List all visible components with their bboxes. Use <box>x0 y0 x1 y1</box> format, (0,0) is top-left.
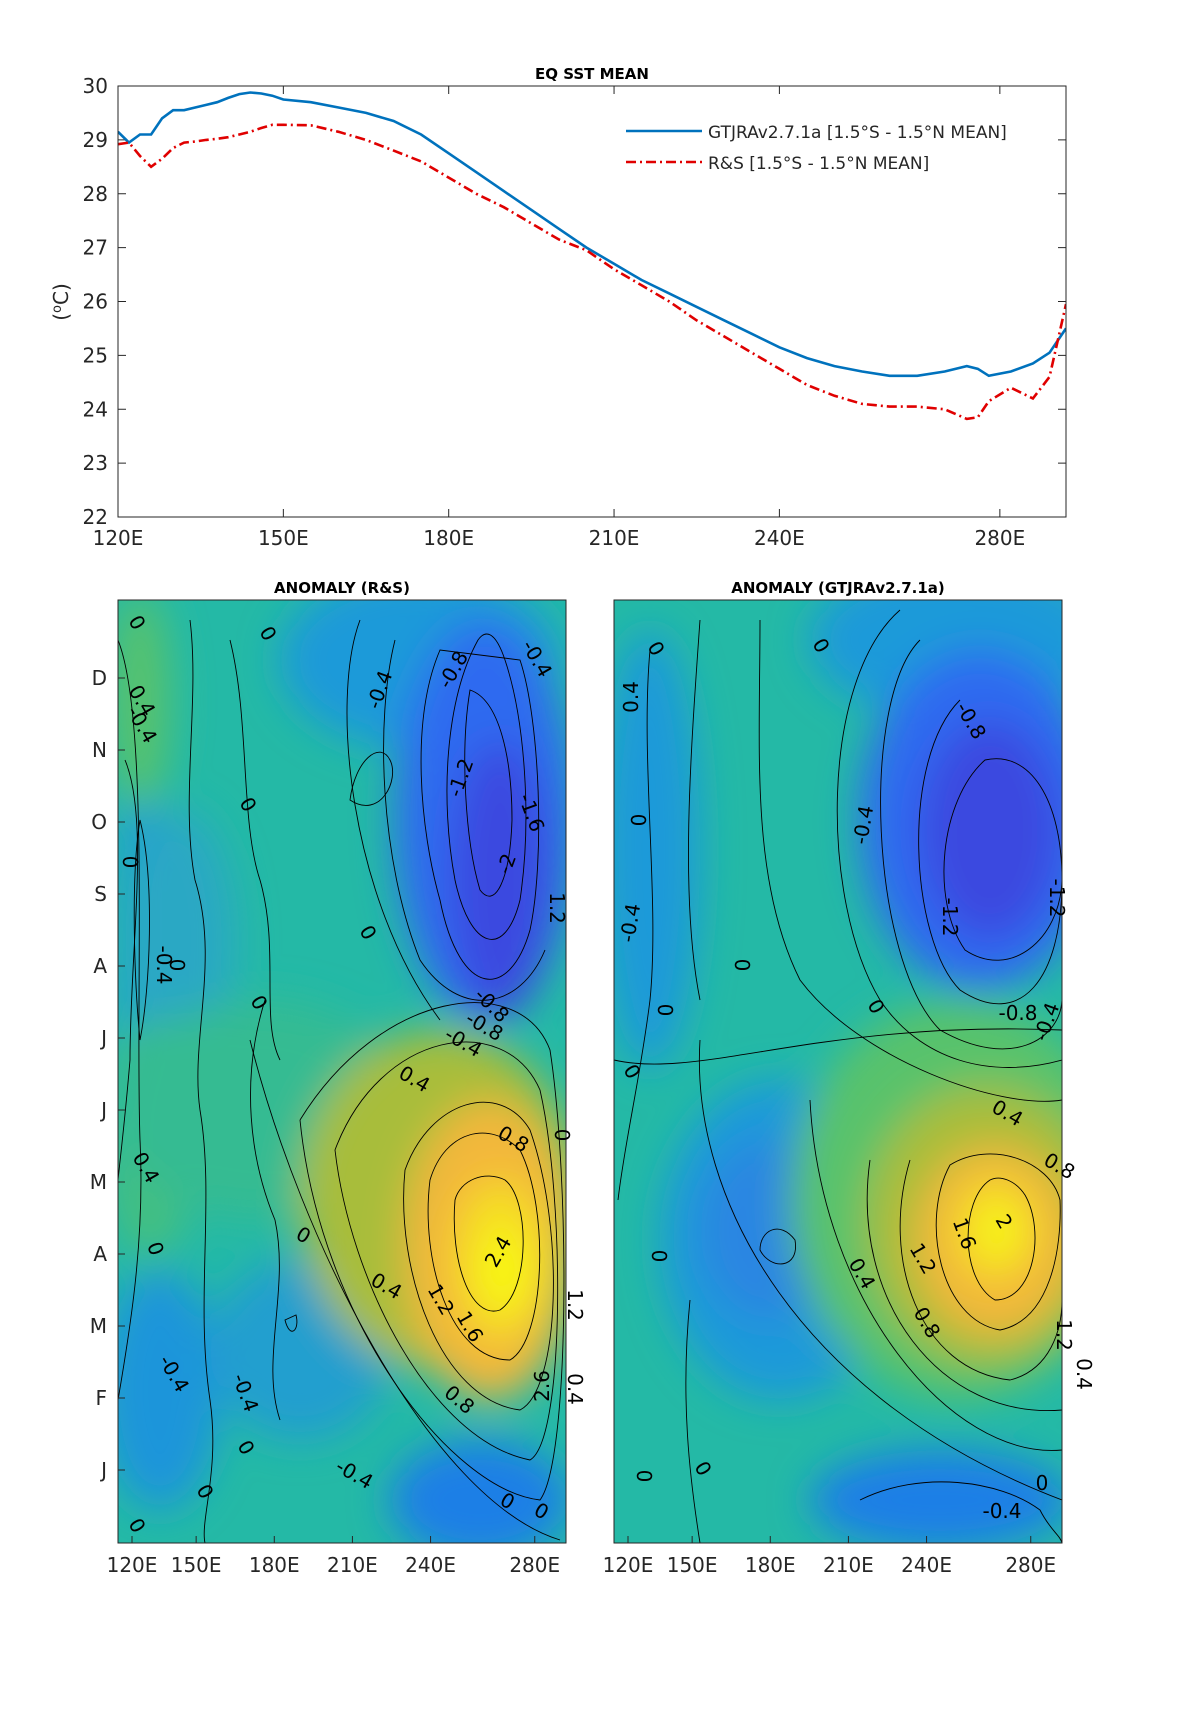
series-rs-line <box>118 123 1066 421</box>
y-tick-label: 27 <box>83 236 108 260</box>
month-tick-label: D <box>92 666 107 690</box>
x-tick-label: 280E <box>974 526 1025 550</box>
x-tick-label: 150E <box>667 1553 718 1577</box>
contour-label: 0.4 <box>1072 1358 1096 1390</box>
x-tick-label: 240E <box>405 1553 456 1577</box>
y-tick-label: 25 <box>83 343 108 367</box>
x-tick-label: 280E <box>1005 1553 1056 1577</box>
x-tick-label: 180E <box>423 526 474 550</box>
contour-label: 1.2 <box>545 892 569 924</box>
month-tick-label: F <box>95 1386 107 1410</box>
x-tick-label: 120E <box>107 1553 158 1577</box>
plot-area <box>118 86 1066 517</box>
y-tick-label: 30 <box>83 74 108 98</box>
contour-label: -0.8 <box>998 1001 1037 1025</box>
x-tick-label: 120E <box>603 1553 654 1577</box>
contour-label: 0 <box>1036 1471 1049 1495</box>
contour-label: 0 <box>647 1250 671 1263</box>
contour-label: 1.2 <box>563 1289 587 1321</box>
panel-frame-gtjra <box>613 599 1063 1544</box>
series-gtjra-line <box>118 91 1066 378</box>
anomaly-field-gtjra <box>614 600 1062 1543</box>
contour-label: 0 <box>626 814 650 827</box>
legend: GTJRAv2.7.1a [1.5°S - 1.5°N MEAN] R&S [1… <box>626 123 1007 174</box>
plot-frame <box>117 85 1067 518</box>
contour-lines-gtjra <box>614 609 1062 1543</box>
month-tick-label: A <box>93 954 107 978</box>
x-tick-label: 120E <box>93 526 144 550</box>
x-tick-label: 180E <box>745 1553 796 1577</box>
panel-frame-rs <box>117 599 567 1544</box>
anomaly-gtjra-panel: ANOMALY (GTJRAv2.7.1a) <box>603 579 1096 1577</box>
anomaly-field-rs <box>118 600 566 1543</box>
month-tick-label: M <box>90 1170 107 1194</box>
contour-label: -0.4 <box>982 1499 1021 1523</box>
x-tick-label: 210E <box>823 1553 874 1577</box>
contour-label: 0 <box>118 856 142 869</box>
contour-label: 0 <box>550 1129 574 1142</box>
x-tick-label: 280E <box>509 1553 560 1577</box>
x-tick-label: 240E <box>754 526 805 550</box>
legend-label-gtjra: GTJRAv2.7.1a [1.5°S - 1.5°N MEAN] <box>708 123 1007 143</box>
contour-lines-rs <box>118 619 565 1543</box>
y-tick-label: 22 <box>83 505 108 529</box>
contour-label: 2.6 <box>530 1370 554 1402</box>
y-tick-label: 23 <box>83 451 108 475</box>
x-tick-label: 150E <box>171 1553 222 1577</box>
month-tick-label: J <box>99 1026 107 1050</box>
contour-label: -1.2 <box>938 897 962 936</box>
sst-mean-chart: EQ SST MEAN 22 23 24 25 26 27 28 29 30 120E 150E 18… <box>49 65 1067 550</box>
panel-title-rs: ANOMALY (R&S) <box>274 579 410 597</box>
x-tick-label: 210E <box>327 1553 378 1577</box>
panel-title-gtjra: ANOMALY (GTJRAv2.7.1a) <box>731 579 945 597</box>
y-tick-label: 24 <box>83 397 108 421</box>
contour-label: -1.2 <box>1045 878 1069 917</box>
x-tick-label: 150E <box>258 526 309 550</box>
contour-label: 1.2 <box>1052 1319 1076 1351</box>
month-tick-label: M <box>90 1314 107 1338</box>
month-tick-label: J <box>99 1458 107 1482</box>
x-tick-label: 180E <box>249 1553 300 1577</box>
y-tick-label: 28 <box>83 182 108 206</box>
contour-label: -0.4 <box>152 945 176 984</box>
month-tick-label: O <box>91 810 107 834</box>
y-tick-label: 29 <box>83 128 108 152</box>
contour-label: 0 <box>632 1470 656 1483</box>
x-tick-label: 210E <box>589 526 640 550</box>
chart-title: EQ SST MEAN <box>535 65 649 83</box>
month-tick-label: A <box>93 1242 107 1266</box>
contour-label: 0 <box>653 1004 677 1017</box>
month-tick-label: N <box>92 738 107 762</box>
x-tick-label: 240E <box>901 1553 952 1577</box>
anomaly-rs-panel: ANOMALY (R&S) <box>90 579 587 1577</box>
contour-label: 0 <box>730 959 754 972</box>
contour-label: 0 <box>165 959 189 972</box>
contour-label: 0.4 <box>563 1373 587 1405</box>
legend-label-rs: R&S [1.5°S - 1.5°N MEAN] <box>708 154 929 174</box>
month-tick-label: J <box>99 1098 107 1122</box>
contour-label: 0.4 <box>619 681 643 713</box>
y-tick-label: 26 <box>83 290 108 314</box>
y-axis-label: (oC) <box>49 283 73 321</box>
month-tick-label: S <box>94 882 107 906</box>
